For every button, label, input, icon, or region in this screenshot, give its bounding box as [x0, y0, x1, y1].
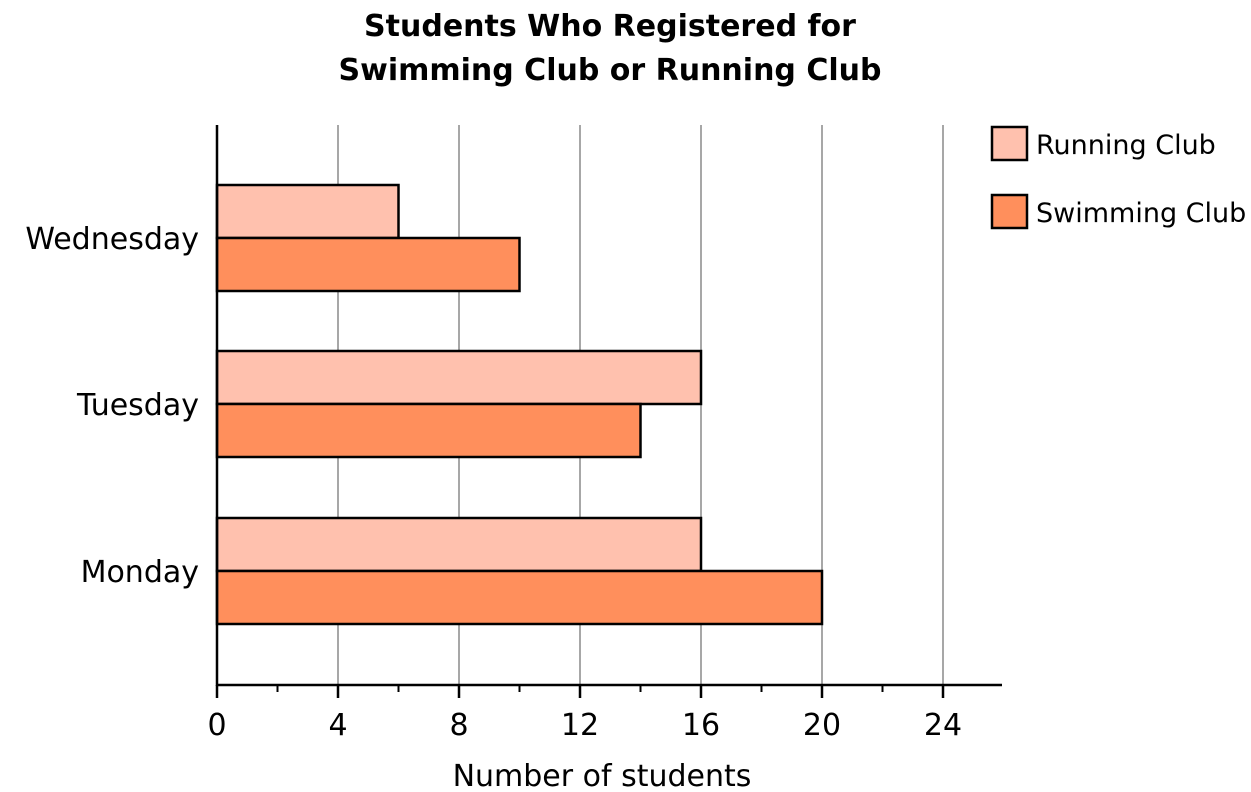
legend-swatch-swimming-club [990, 193, 1029, 230]
bar-running-club-monday [215, 516, 703, 573]
category-label-wednesday: Wednesday [25, 222, 199, 257]
x-tick-label: 20 [803, 708, 841, 743]
x-tick-label: 4 [328, 708, 347, 743]
bar-swimming-club-monday [215, 569, 824, 626]
axes [215, 125, 1002, 687]
x-tick-label: 0 [207, 708, 226, 743]
chart-title-line-2: Swimming Club or Running Club [339, 53, 882, 88]
x-tick-label: 24 [924, 708, 962, 743]
x-tick-label: 8 [449, 708, 468, 743]
x-tick-label: 16 [682, 708, 720, 743]
legend-label-swimming-club: Swimming Club [1036, 198, 1246, 229]
x-tick-label: 12 [561, 708, 599, 743]
legend: Running Club Swimming Club [990, 125, 1246, 230]
chart-title-line-1: Students Who Registered for [364, 9, 856, 44]
chart-title: Students Who Registered for Swimming Clu… [339, 9, 882, 88]
bar-running-club-tuesday [215, 349, 703, 406]
category-label-tuesday: Tuesday [76, 388, 199, 423]
bars [215, 183, 824, 626]
x-axis-ticks: 0 4 8 12 16 20 24 [207, 685, 962, 743]
bar-swimming-club-tuesday [215, 402, 642, 459]
y-axis-categories: Monday Tuesday Wednesday [25, 222, 199, 590]
bar-running-club-wednesday [215, 183, 400, 240]
category-label-monday: Monday [81, 555, 199, 590]
bar-swimming-club-wednesday [215, 236, 521, 293]
legend-label-running-club: Running Club [1036, 130, 1216, 161]
x-axis-label: Number of students [453, 759, 752, 792]
legend-swatch-running-club [990, 125, 1029, 162]
